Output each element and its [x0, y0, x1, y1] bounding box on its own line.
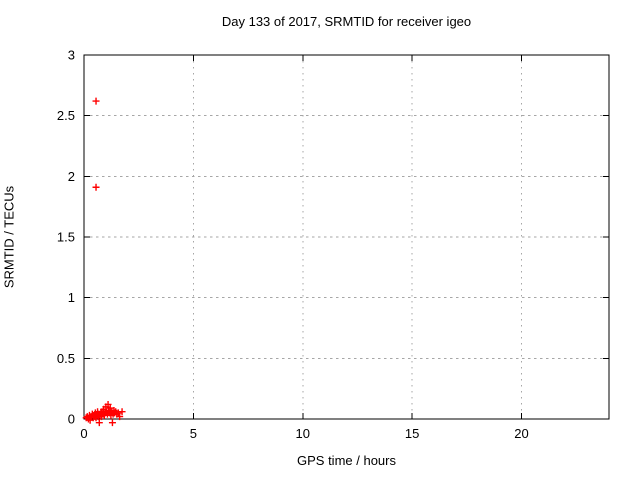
data-point-marker	[118, 408, 126, 416]
data-point-marker	[92, 97, 100, 105]
x-axis-label: GPS time / hours	[297, 453, 396, 468]
data-point-marker	[108, 419, 116, 427]
chart-title: Day 133 of 2017, SRMTID for receiver ige…	[221, 14, 472, 29]
x-axis-tick-label: 10	[296, 426, 310, 441]
y-axis-tick-label: 1.5	[57, 230, 75, 245]
data-point-marker	[106, 404, 114, 412]
y-axis-tick-label: 1	[68, 290, 75, 305]
y-axis-tick-label: 2.5	[57, 108, 75, 123]
x-axis-tick-label: 0	[80, 426, 87, 441]
x-axis-tick-label: 15	[405, 426, 419, 441]
y-axis-tick-label: 0.5	[57, 351, 75, 366]
y-axis-tick-label: 2	[68, 169, 75, 184]
data-point-marker	[116, 413, 124, 421]
data-point-marker	[92, 183, 100, 191]
y-axis-tick-label: 3	[68, 48, 75, 63]
data-point-marker	[95, 419, 103, 427]
x-axis-tick-label: 5	[190, 426, 197, 441]
data-point-marker	[104, 400, 112, 408]
x-axis-tick-label: 20	[514, 426, 528, 441]
data-point-marker	[114, 409, 122, 417]
y-axis-tick-label: 0	[68, 412, 75, 427]
